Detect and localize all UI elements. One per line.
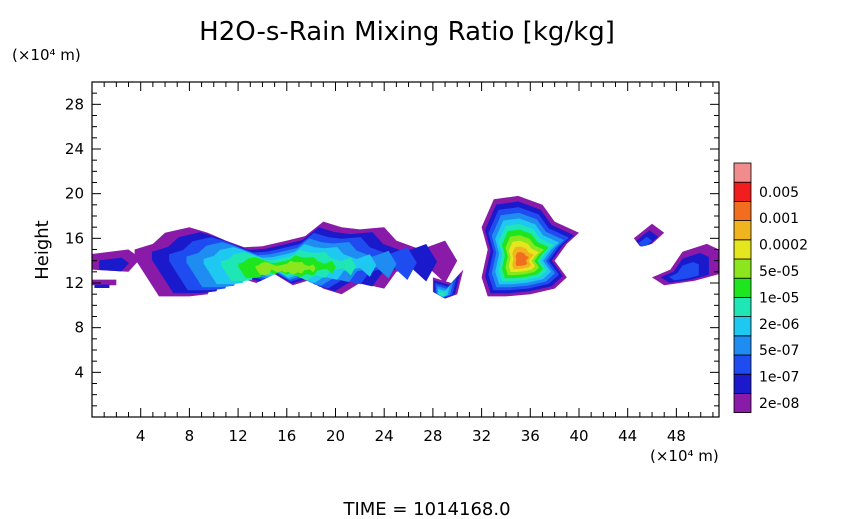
colorbar-swatch (733, 162, 752, 183)
colorbar-swatch (733, 220, 752, 241)
colorbar-swatch (733, 258, 752, 279)
y-tick-label: 4 (74, 363, 84, 381)
contour-field (92, 195, 719, 299)
x-tick-label: 44 (618, 427, 637, 445)
colorbar-swatch (733, 373, 752, 394)
y-tick-label: 12 (65, 274, 84, 292)
colorbar-swatch (733, 354, 752, 375)
colorbar-label: 5e-07 (759, 343, 799, 359)
y-axis: 4 8 12 16 20 24 28 (65, 92, 719, 407)
y-unit-label: (×10⁴ m) (12, 46, 81, 64)
contour-cell-6-level-2 (669, 262, 699, 281)
x-tick-label: 20 (326, 427, 345, 445)
y-tick-label: 20 (65, 185, 84, 203)
colorbar-label: 1e-07 (759, 370, 799, 386)
contour-cell-1-level-1 (94, 284, 110, 288)
x-tick-label: 32 (472, 427, 491, 445)
colorbar-label: 1e-05 (759, 290, 799, 306)
colorbar-label: 0.001 (759, 211, 799, 227)
x-tick-label: 16 (277, 427, 296, 445)
chart-title: H2O-s-Rain Mixing Ratio [kg/kg] (199, 17, 615, 47)
colorbar-label: 0.0002 (759, 238, 808, 254)
contour-cell-1-level-0 (92, 279, 117, 286)
colorbar-label: 2e-08 (759, 396, 799, 412)
colorbar-label: 0.005 (759, 185, 799, 201)
x-tick-label: 24 (375, 427, 394, 445)
contour-cell-3-level-5 (439, 289, 447, 297)
contour-cell-0-level-1 (99, 257, 129, 272)
x-tick-label: 8 (185, 427, 195, 445)
colorbar-swatch (733, 335, 752, 356)
x-tick-label: 12 (229, 427, 248, 445)
x-tick-label: 48 (667, 427, 686, 445)
contour-cell-5-level-2 (638, 236, 653, 247)
y-tick-label: 24 (65, 140, 84, 158)
colorbar-label: 2e-06 (759, 317, 799, 333)
colorbar-swatch (733, 392, 752, 413)
colorbar-swatch (733, 277, 752, 298)
y-tick-label: 16 (65, 229, 84, 247)
colorbar-swatch (733, 181, 752, 202)
y-axis-label: Height (32, 220, 53, 280)
y-tick-label: 28 (65, 95, 84, 113)
colorbar: 2e-08 1e-07 5e-07 2e-06 1e-05 5e-05 0.0002 0.00… (733, 162, 808, 413)
x-tick-label: 36 (521, 427, 540, 445)
colorbar-swatch (733, 200, 752, 221)
x-tick-label: 28 (423, 427, 442, 445)
y-tick-label: 8 (74, 319, 84, 337)
x-tick-label: 4 (136, 427, 146, 445)
x-axis: 4 8 12 16 20 24 28 32 36 40 44 48 (103, 82, 714, 445)
contour-cell-2-level-7 (255, 260, 316, 275)
colorbar-swatch (733, 296, 752, 317)
colorbar-swatch (733, 316, 752, 337)
x-tick-label: 40 (569, 427, 588, 445)
colorbar-label: 5e-05 (759, 264, 799, 280)
time-footer: TIME = 1014168.0 (342, 499, 510, 519)
x-unit-label: (×10⁴ m) (650, 447, 719, 465)
colorbar-swatch (733, 239, 752, 260)
contour-cell-4-level-10 (515, 252, 529, 266)
